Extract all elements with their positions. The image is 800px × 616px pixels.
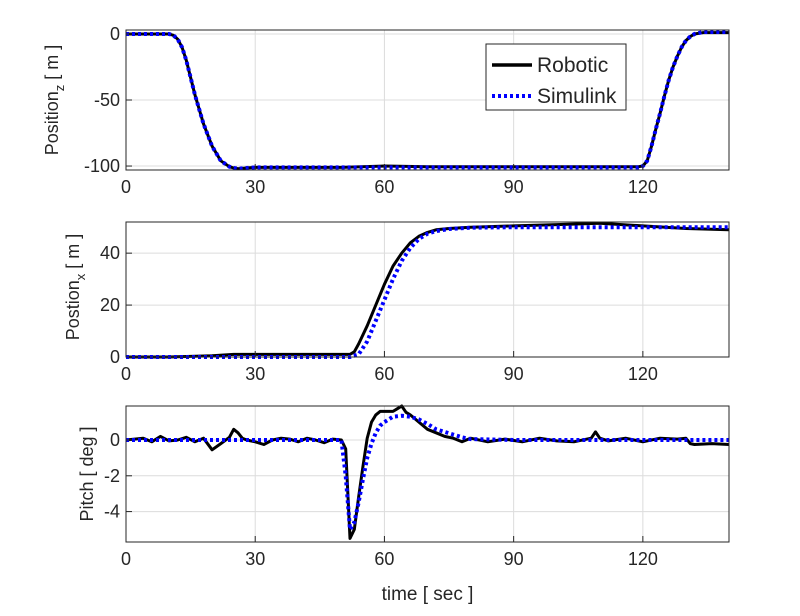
series-line-simulink: [126, 30, 729, 171]
x-tick-label: 60: [374, 177, 394, 197]
x-tick-label: 0: [121, 549, 131, 569]
axes-box: [125, 405, 730, 543]
x-tick-label: 30: [245, 364, 265, 384]
x-tick-label: 90: [504, 364, 524, 384]
series-line-robotic: [125, 404, 730, 540]
x-tick-label: 0: [121, 364, 131, 384]
x-tick-label: 120: [628, 177, 658, 197]
axes-box: [125, 221, 730, 358]
ylabel-main: Position: [42, 91, 62, 155]
subplot-position-z: 0 30 60 90 120 0 -50 -100 Positionz [ m ] Robot…: [42, 24, 730, 197]
ylabel-position-z: Positionz [ m ]: [42, 45, 67, 156]
y-tick-label: -100: [84, 156, 120, 176]
x-tick-label: 60: [374, 549, 394, 569]
series-line-simulink: [126, 413, 729, 532]
x-tick-label: 120: [628, 364, 658, 384]
y-tick-label: 0: [110, 24, 120, 44]
ylabel-main: Postion: [63, 280, 83, 340]
x-tick-label: 90: [504, 549, 524, 569]
ylabel-unit: [ m ]: [42, 45, 62, 85]
x-tick-label: 120: [628, 549, 658, 569]
y-tick-label: 0: [110, 430, 120, 450]
subplot-pitch: 0 30 60 90 120 0 -2 -4 Pitch [ deg ] time [ sec…: [77, 404, 730, 605]
legend-simulink-label: Simulink: [537, 85, 617, 108]
x-tick-label: 30: [245, 549, 265, 569]
x-tick-label: 30: [245, 177, 265, 197]
y-tick-label: 20: [100, 295, 120, 315]
ylabel-pitch: Pitch [ deg ]: [77, 426, 97, 521]
y-tick-label: -2: [104, 466, 120, 486]
ylabel-main: Pitch [ deg ]: [77, 426, 97, 521]
y-tick-label: -50: [94, 90, 120, 110]
y-tick-label: 0: [110, 347, 120, 367]
series-line-simulink: [126, 225, 729, 359]
series-line-robotic: [126, 31, 729, 171]
x-tick-label: 60: [374, 364, 394, 384]
ylabel-position-x: Postionx [ m ]: [63, 234, 88, 341]
ylabel-unit: [ m ]: [63, 234, 83, 274]
x-tick-label: 0: [121, 177, 131, 197]
ylabel-subscript: z: [52, 85, 67, 92]
ylabel-subscript: x: [73, 273, 88, 280]
legend-box: [485, 43, 627, 111]
x-tick-label: 90: [504, 177, 524, 197]
xlabel-time: time [ sec ]: [382, 584, 474, 605]
y-tick-label: -4: [104, 502, 120, 522]
series-line-robotic: [126, 221, 730, 359]
legend: Robotic Simulink: [485, 43, 627, 111]
subplot-position-x: 0 30 60 90 120 0 20 40 Postionx [ m ]: [63, 221, 730, 384]
y-tick-label: 40: [100, 243, 120, 263]
legend-robotic-label: Robotic: [537, 54, 608, 77]
